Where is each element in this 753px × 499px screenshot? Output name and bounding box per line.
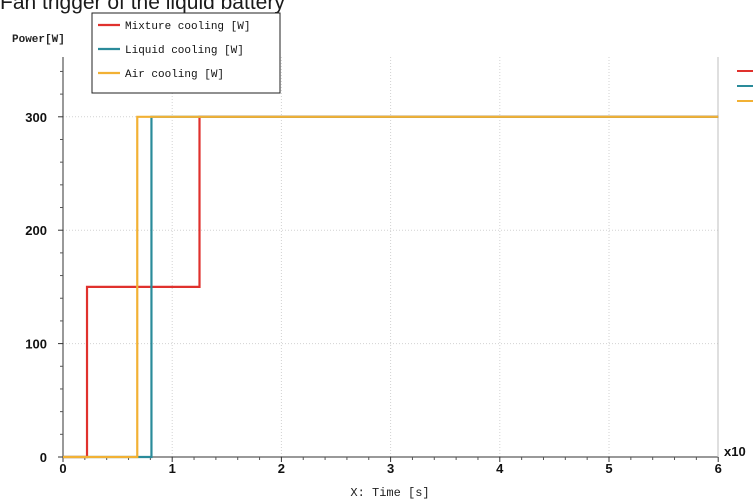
x-tick-label-3: 3 [387, 461, 394, 476]
x-tick-label-6: 6 [715, 461, 722, 476]
legend-box [91, 12, 281, 94]
legend: Mixture cooling [W] Liquid cooling [W] Air… [91, 12, 281, 94]
side-legend-swatches [737, 70, 753, 102]
series-lines [63, 115, 719, 459]
x-axis-label: X: Time [s] [350, 486, 429, 499]
x-tick-label-5: 5 [605, 461, 612, 476]
x-axis-multiplier: x10 [724, 444, 746, 459]
legend-label-1: Mixture cooling [W] [125, 21, 250, 33]
legend-label-3: Air cooling [W] [125, 69, 224, 81]
y-tick-label-300: 300 [25, 110, 47, 125]
y-tick-label-0: 0 [40, 450, 47, 465]
x-tick-label-1: 1 [169, 461, 176, 476]
x-tick-label-4: 4 [496, 461, 504, 476]
x-tick-label-0: 0 [59, 461, 66, 476]
y-axis-ticks: 0 100 200 300 [25, 70, 63, 465]
y-tick-label-100: 100 [25, 337, 47, 352]
figure-caption: Fan trigger of the liquid battery [0, 0, 285, 14]
x-axis-ticks: 0 1 2 3 4 5 6 [59, 457, 722, 476]
y-axis-label: Power[W] [12, 34, 65, 46]
x-tick-label-2: 2 [278, 461, 285, 476]
legend-label-2: Liquid cooling [W] [125, 45, 244, 57]
y-tick-label-200: 200 [25, 223, 47, 238]
series-line-3 [63, 115, 719, 459]
